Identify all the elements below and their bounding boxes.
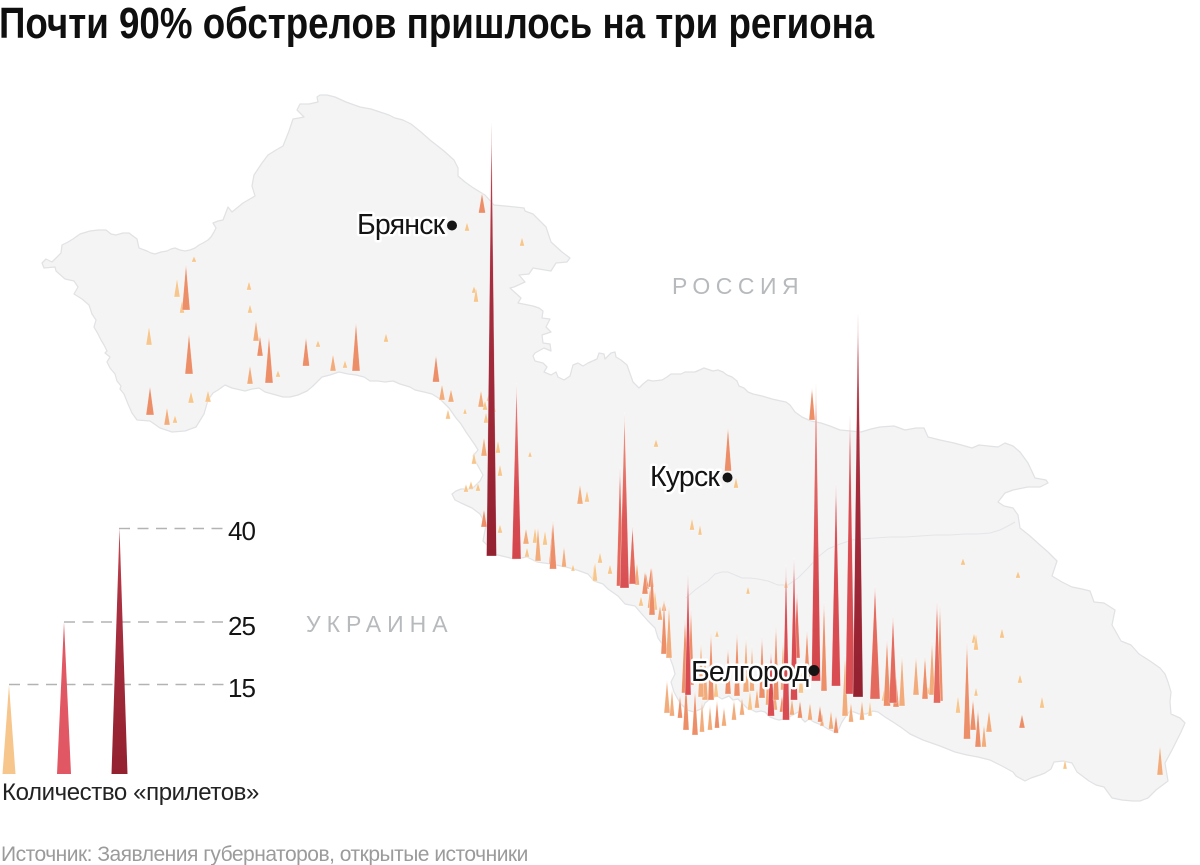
- svg-text:РОССИЯ: РОССИЯ: [672, 273, 804, 299]
- svg-text:Почти 90% обстрелов пришлось н: Почти 90% обстрелов пришлось на три реги…: [0, 0, 875, 48]
- svg-text:Брянск: Брянск: [357, 209, 446, 241]
- svg-text:15: 15: [228, 673, 255, 703]
- svg-text:40: 40: [228, 516, 255, 546]
- svg-text:25: 25: [228, 611, 255, 641]
- svg-text:Курск: Курск: [650, 461, 720, 493]
- svg-text:УКРАИНА: УКРАИНА: [306, 611, 454, 637]
- svg-text:Источник: Заявления губернатор: Источник: Заявления губернаторов, открыт…: [1, 843, 528, 865]
- svg-text:Количество «прилетов»: Количество «прилетов»: [2, 779, 259, 806]
- svg-text:Белгород: Белгород: [691, 656, 809, 688]
